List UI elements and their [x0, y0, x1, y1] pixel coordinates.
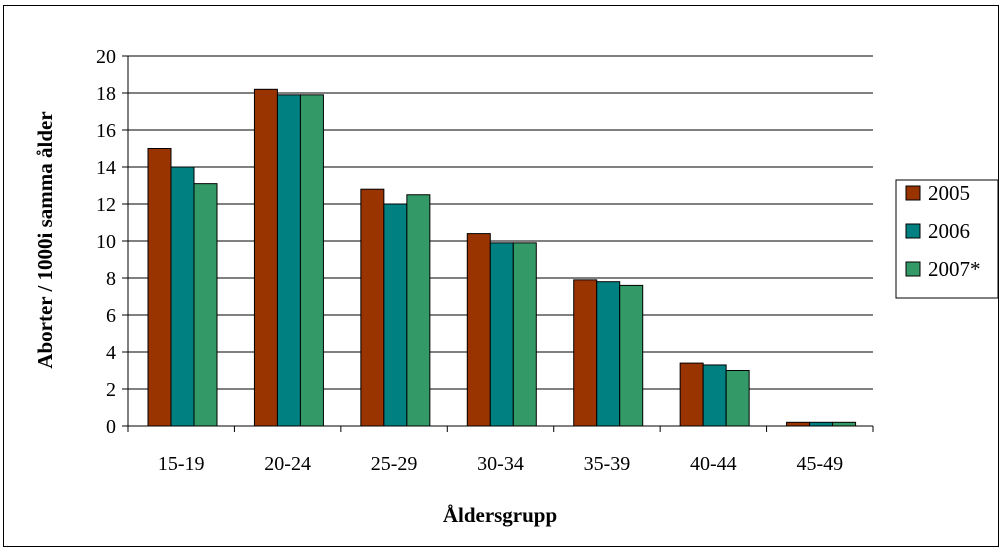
bar-2006-20-24 — [276, 94, 301, 427]
bar-2005-35-39 — [573, 279, 598, 427]
bars — [147, 88, 857, 427]
y-tick-label: 0 — [106, 416, 116, 438]
bar-2005-40-44 — [679, 362, 704, 427]
bar-2005-30-34 — [466, 233, 491, 427]
y-tick-label: 14 — [96, 157, 116, 179]
legend-label: 2007* — [928, 257, 981, 281]
y-tick-label: 18 — [96, 83, 116, 105]
bar-2007-20-24 — [299, 94, 324, 427]
bar-2006-40-44 — [702, 364, 727, 427]
bar-2006-25-29 — [383, 203, 408, 427]
y-tick-label: 6 — [106, 305, 116, 327]
y-tick-label: 20 — [96, 46, 116, 68]
y-tick-label: 2 — [106, 379, 116, 401]
bar-2005-15-19 — [147, 148, 172, 427]
x-tick-labels: 15-19 20-24 25-29 30-34 35-39 40-44 45-49 — [158, 453, 843, 475]
legend: 2005 2006 2007* — [895, 179, 999, 299]
legend-swatch — [905, 261, 921, 277]
y-tick-label: 12 — [96, 194, 116, 216]
legend-label: 2006 — [928, 219, 970, 243]
y-tick-label: 8 — [106, 268, 116, 290]
x-tick-label: 35-39 — [584, 453, 631, 475]
x-tick-label: 15-19 — [158, 453, 205, 475]
bar-2007-15-19 — [193, 183, 218, 427]
bar-2007-30-34 — [512, 242, 537, 427]
bar-2006-45-49 — [809, 421, 834, 427]
legend-swatch — [905, 185, 921, 201]
y-tick-label: 4 — [106, 342, 116, 364]
bar-2007-25-29 — [406, 194, 431, 427]
bar-2006-15-19 — [170, 166, 195, 427]
bar-2007-35-39 — [619, 284, 644, 427]
bar-2005-45-49 — [786, 421, 811, 427]
y-tick-labels: 0 2 4 6 8 10 12 14 16 18 20 — [96, 46, 116, 438]
y-tick-label: 16 — [96, 120, 116, 142]
bar-2005-20-24 — [253, 88, 278, 427]
bar-2006-35-39 — [596, 281, 621, 427]
bar-2005-25-29 — [360, 188, 385, 427]
bar-2007-45-49 — [832, 421, 857, 427]
x-tick-label: 20-24 — [264, 453, 311, 475]
y-axis-title: Aborter / 1000i samma ålder — [33, 111, 57, 368]
x-tick-label: 30-34 — [477, 453, 524, 475]
legend-swatch — [905, 223, 921, 239]
x-tick-label: 40-44 — [690, 453, 737, 475]
x-axis-title: Åldersgrupp — [443, 503, 557, 527]
y-tick-label: 10 — [96, 231, 116, 253]
bar-2007-40-44 — [725, 370, 750, 427]
x-tick-label: 25-29 — [371, 453, 418, 475]
legend-label: 2005 — [928, 181, 970, 205]
axes — [122, 55, 874, 432]
bar-2006-30-34 — [489, 242, 514, 427]
x-tick-label: 45-49 — [796, 453, 843, 475]
